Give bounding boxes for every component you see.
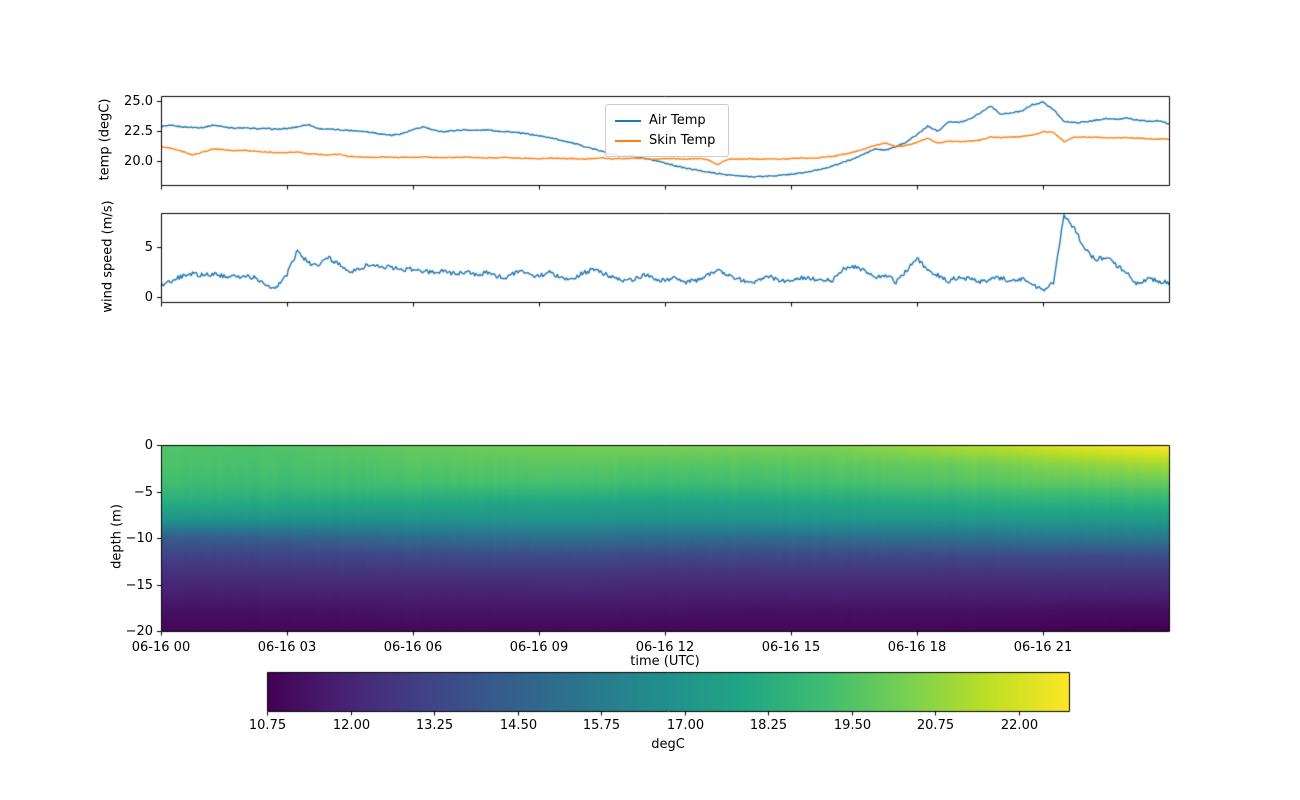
depth-ytick-label: −20 [125, 623, 153, 639]
x-tick-label: 06-16 06 [383, 640, 443, 655]
x-tick-label: 06-16 00 [131, 640, 191, 655]
depth-ytick-label: −15 [125, 577, 153, 593]
x-tick-label: 06-16 21 [1013, 640, 1073, 655]
colorbar-tick-label: 20.75 [916, 718, 955, 733]
colorbar-tick-label: 10.75 [248, 718, 287, 733]
depth-ytick-label: 0 [144, 437, 153, 453]
legend-label-air-temp: Air Temp [649, 113, 706, 128]
x-axis-label: time (UTC) [630, 654, 700, 669]
legend-entry-air-temp: Air Temp [615, 112, 718, 129]
x-tick-label: 06-16 18 [887, 640, 947, 655]
air-temp-line-swatch [615, 119, 641, 122]
wind-panel-ytick-label: 0 [144, 289, 153, 305]
legend-entry-skin-temp: Skin Temp [615, 132, 718, 149]
wind-axis-ylabel: wind speed (m/s) [100, 200, 116, 313]
temperature-panel-ytick-label: 25.0 [124, 93, 153, 109]
colorbar-tick-label: 13.25 [415, 718, 454, 733]
colorbar-tick-label: 19.50 [833, 718, 872, 733]
colorbar-tick-label: 18.25 [749, 718, 788, 733]
legend: Air Temp Skin Temp [605, 104, 729, 157]
wind-panel-ytick-label: 5 [144, 239, 153, 255]
colorbar-tick-label: 14.50 [499, 718, 538, 733]
colorbar-tick-label: 15.75 [582, 718, 621, 733]
colorbar-label: degC [651, 737, 685, 752]
depth-ytick-label: −5 [133, 484, 153, 500]
depth-ytick-label: −10 [125, 530, 153, 546]
temperature-panel-ytick-label: 22.5 [124, 123, 153, 139]
skin-temp-line-swatch [615, 139, 641, 142]
colorbar-tick-label: 22.00 [1000, 718, 1039, 733]
colorbar-tick-label: 12.00 [332, 718, 371, 733]
temperature-panel-ytick-label: 20.0 [124, 153, 153, 169]
x-tick-label: 06-16 15 [761, 640, 821, 655]
x-tick-label: 06-16 03 [257, 640, 317, 655]
colorbar-tick-label: 17.00 [666, 718, 705, 733]
x-tick-label: 06-16 12 [635, 640, 695, 655]
legend-label-skin-temp: Skin Temp [649, 133, 716, 148]
x-tick-label: 06-16 09 [509, 640, 569, 655]
